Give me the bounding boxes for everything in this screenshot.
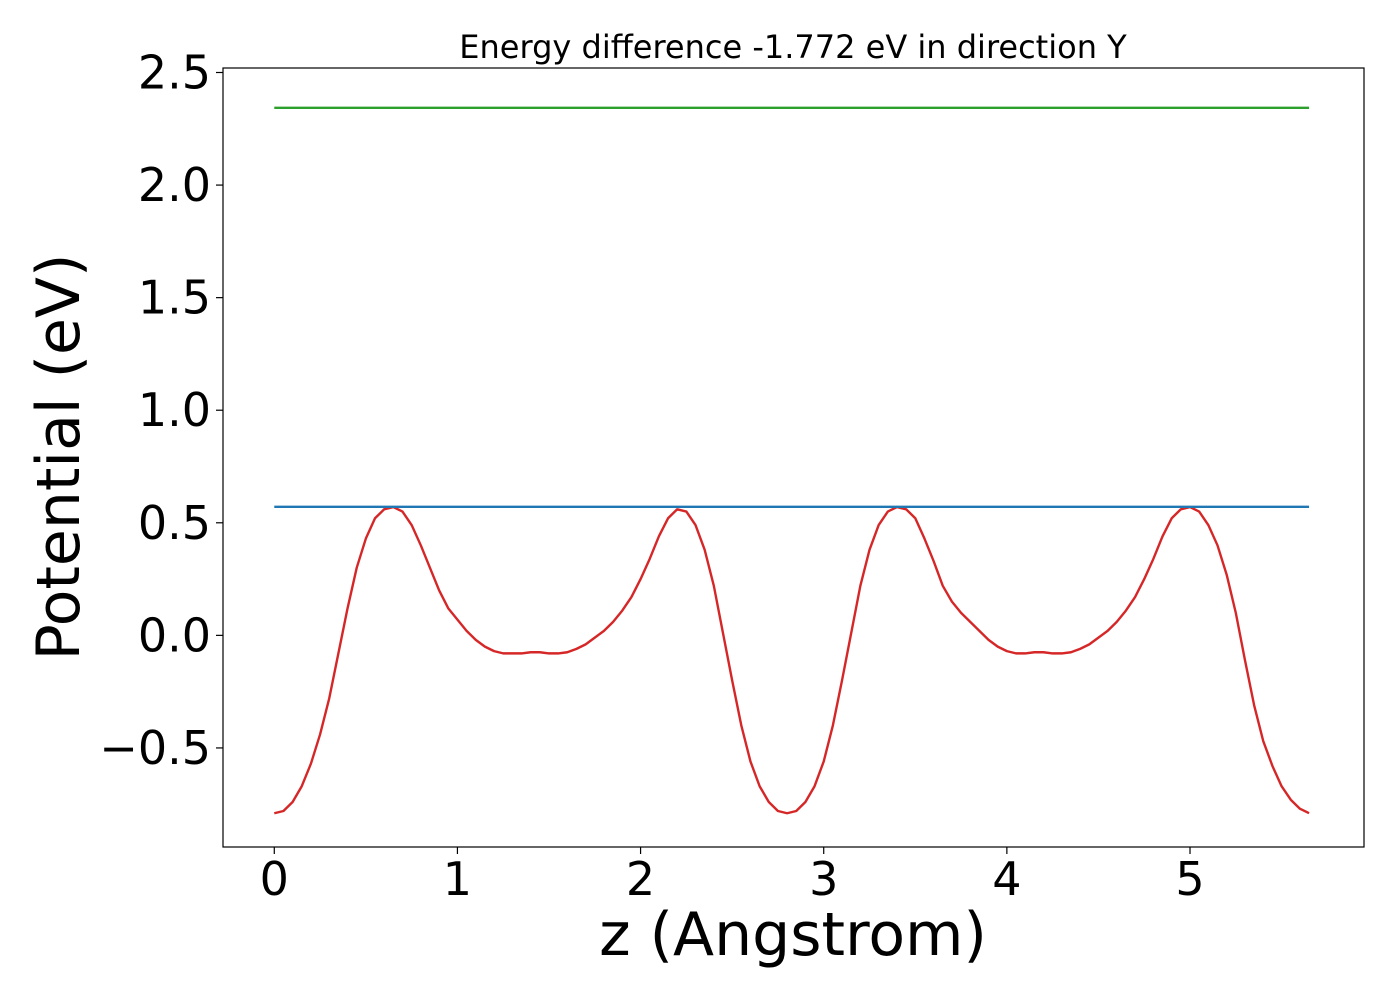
chart-title: Energy difference -1.772 eV in direction… (459, 28, 1127, 66)
y-axis-label: Potential (eV) (24, 254, 94, 661)
y-tick-label: 2.5 (138, 46, 211, 100)
x-axis-ticks: 0 1 2 3 4 5 (260, 847, 1205, 906)
y-tick-label: 0.5 (138, 496, 211, 550)
series-line-1 (273, 505, 1310, 815)
x-tick-label: 2 (626, 852, 655, 906)
x-tick-label: 4 (992, 852, 1021, 906)
y-tick-label: 1.5 (138, 271, 211, 325)
y-tick-label: 1.0 (138, 383, 211, 437)
plot-marks (273, 106, 1310, 815)
x-tick-label: 3 (809, 852, 838, 906)
x-tick-label: 1 (443, 852, 472, 906)
plot-frame (222, 67, 1365, 848)
y-tick-label: 0.0 (138, 608, 211, 662)
y-axis-ticks: −0.5 0.0 0.5 1.0 1.5 2.0 2.5 (99, 46, 223, 775)
x-tick-label: 0 (260, 852, 289, 906)
x-tick-label: 5 (1175, 852, 1204, 906)
y-tick-label: −0.5 (99, 721, 211, 775)
y-tick-label: 2.0 (138, 158, 211, 212)
x-axis-label: z (Angstrom) (599, 900, 987, 970)
